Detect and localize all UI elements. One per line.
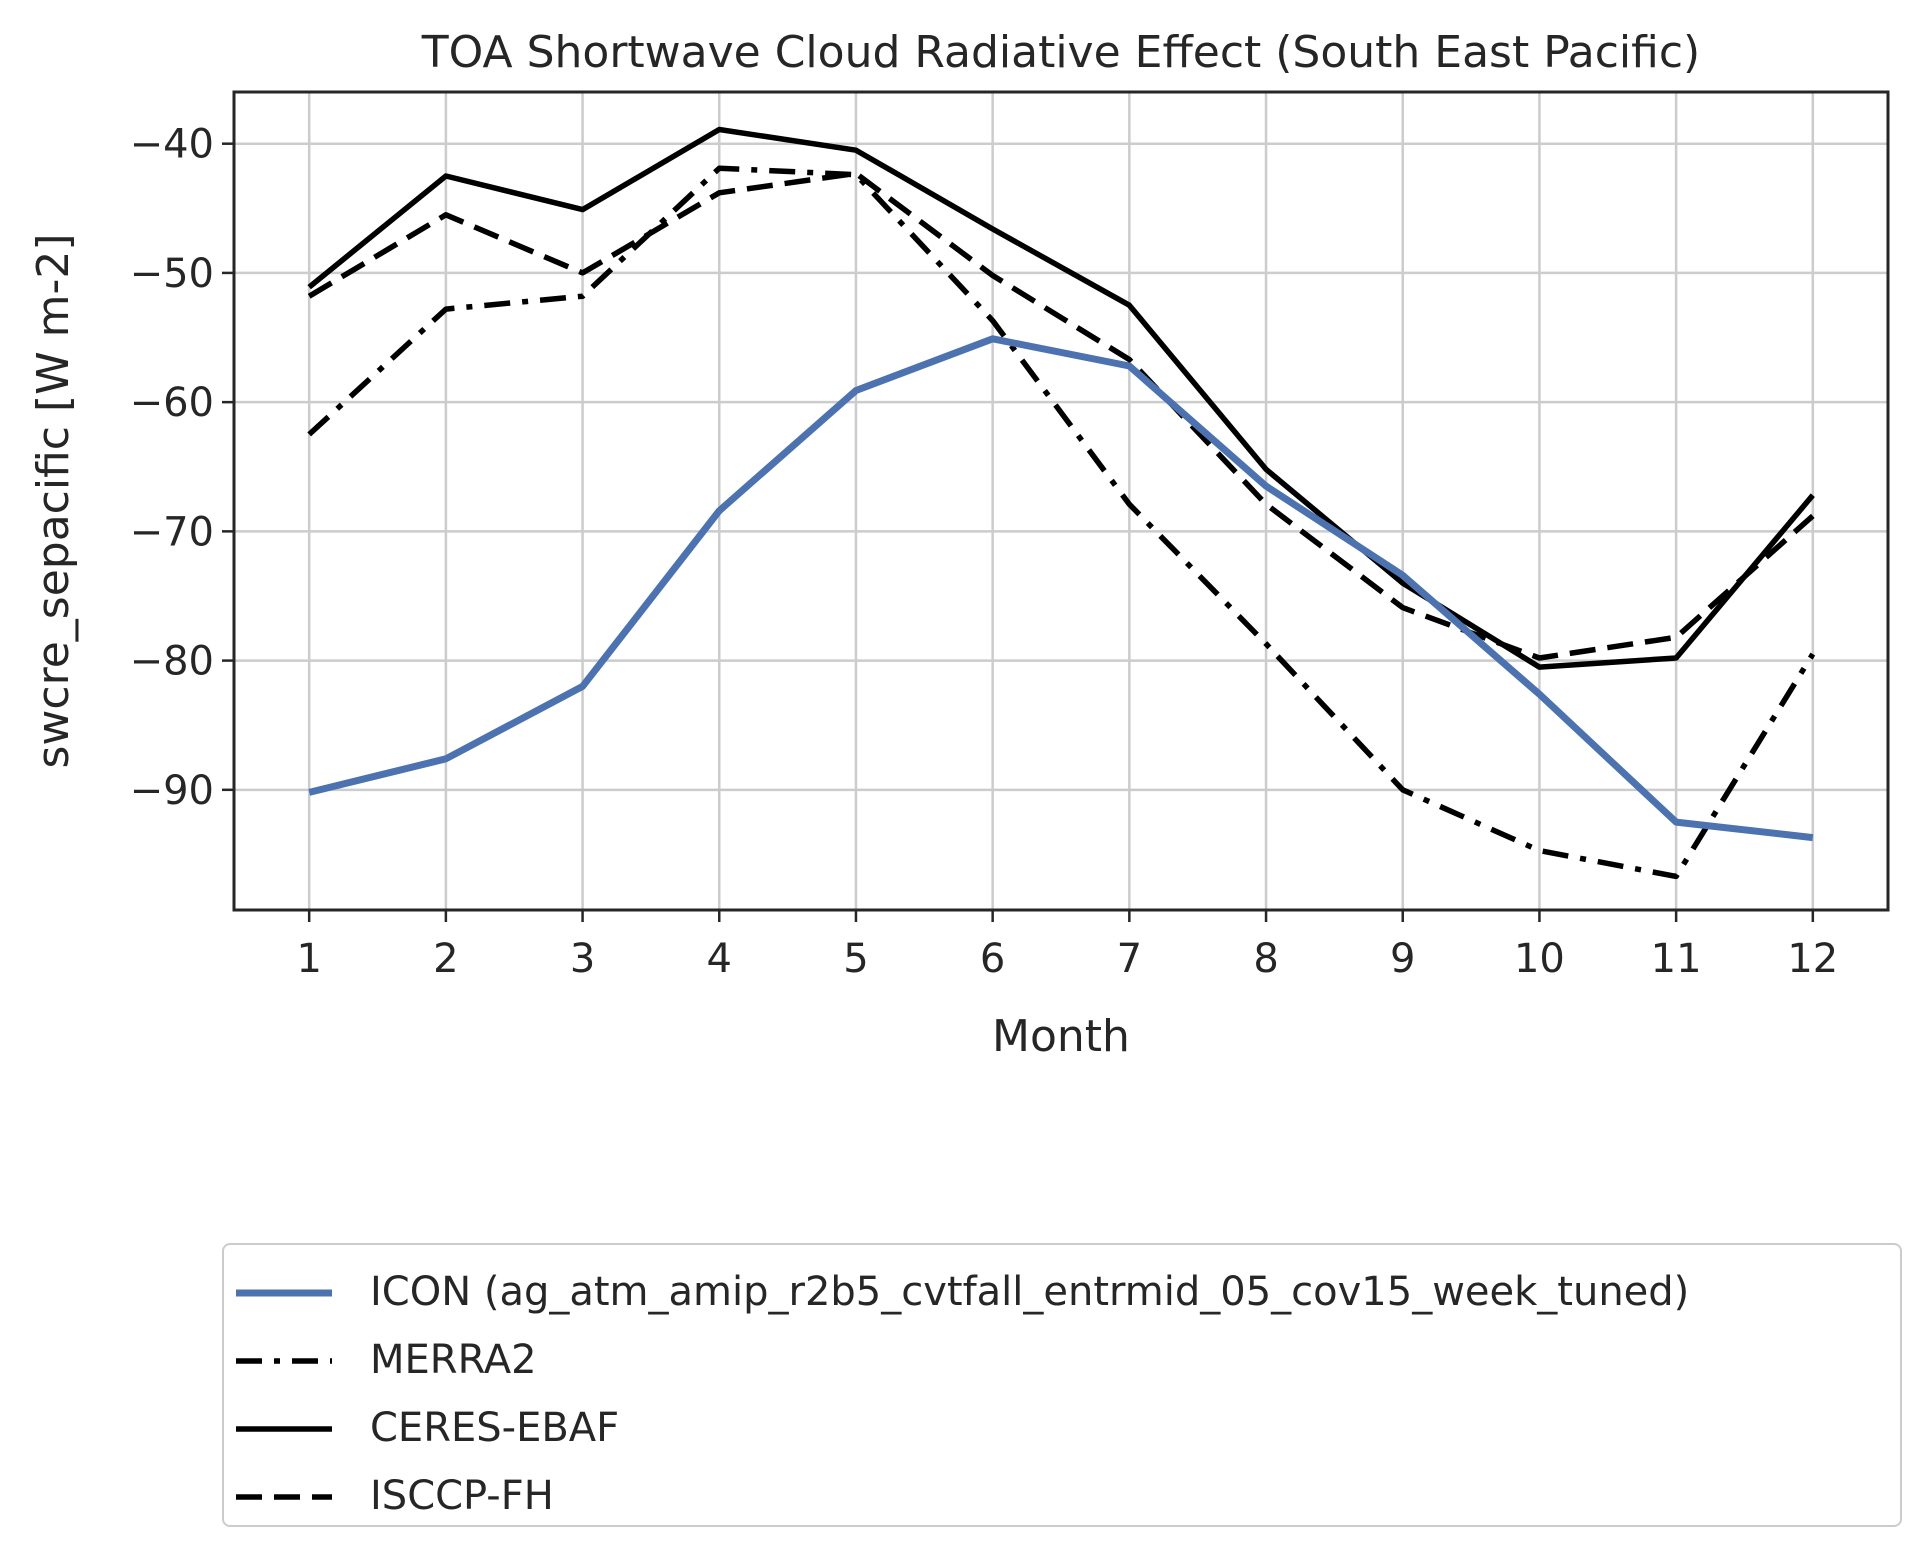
legend-swatch	[236, 1426, 332, 1432]
x-tick-label: 9	[1390, 936, 1415, 982]
x-tick-label: 4	[707, 936, 732, 982]
y-tick-label: −70	[130, 509, 214, 555]
x-tick-label: 2	[433, 936, 458, 982]
y-tick-label: −60	[130, 380, 214, 426]
legend-swatch	[236, 1289, 332, 1297]
series-line-merra2	[307, 165, 1816, 880]
y-axis: −40 −50 −60 −70 −80 −90	[130, 122, 234, 814]
y-tick-label: −40	[130, 122, 214, 168]
y-tick-label: −80	[130, 639, 214, 685]
series-line-icon	[308, 335, 1814, 842]
legend: ICON (ag_atm_amip_r2b5_cvtfall_entrmid_0…	[222, 1243, 1902, 1527]
legend-label: CERES-EBAF	[370, 1405, 620, 1451]
x-tick-label: 7	[1117, 936, 1142, 982]
y-axis-title: swcre_sepacific [W m-2]	[28, 233, 79, 768]
x-tick-label: 12	[1787, 936, 1838, 982]
series-lines	[307, 126, 1816, 880]
legend-entry: CERES-EBAF	[224, 1399, 1900, 1459]
grid-lines	[234, 92, 1888, 910]
x-tick-label: 6	[980, 936, 1005, 982]
plot-frame	[232, 90, 1890, 912]
x-tick-label: 5	[843, 936, 868, 982]
x-axis: 1 2 3 4 5 6 7 8 9 10 11 12	[296, 910, 1838, 982]
legend-entry: ICON (ag_atm_amip_r2b5_cvtfall_entrmid_0…	[224, 1263, 1900, 1323]
series-line-isccp-fh	[307, 170, 1815, 661]
legend-swatch	[236, 1494, 332, 1500]
legend-label: ICON (ag_atm_amip_r2b5_cvtfall_entrmid_0…	[370, 1269, 1690, 1315]
chart-title: TOA Shortwave Cloud Radiative Effect (So…	[421, 27, 1700, 78]
y-tick-label: −50	[130, 251, 214, 297]
x-tick-label: 3	[570, 936, 595, 982]
legend-entry: MERRA2	[224, 1331, 1900, 1391]
x-tick-label: 11	[1651, 936, 1702, 982]
x-axis-title: Month	[992, 1011, 1130, 1062]
series-line-ceres-ebaf	[307, 126, 1815, 670]
x-tick-label: 10	[1514, 936, 1565, 982]
legend-label: ISCCP-FH	[370, 1473, 554, 1519]
legend-label: MERRA2	[370, 1337, 537, 1383]
legend-entry: ISCCP-FH	[224, 1467, 1900, 1527]
y-tick-label: −90	[130, 768, 214, 814]
x-tick-label: 1	[296, 936, 321, 982]
legend-swatch	[236, 1358, 332, 1364]
x-tick-label: 8	[1253, 936, 1278, 982]
